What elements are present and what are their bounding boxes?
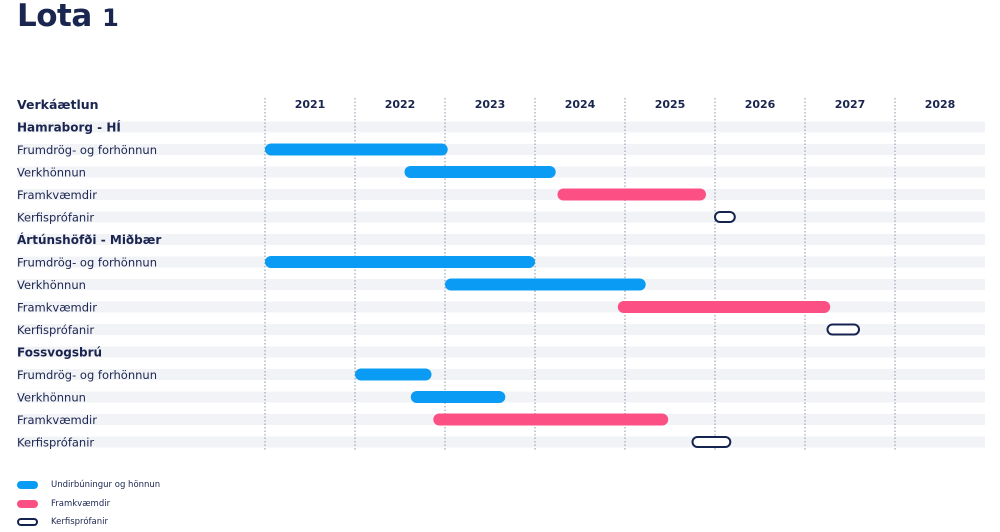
task-label: Frumdrög- og forhönnun bbox=[17, 256, 157, 270]
row-stripe bbox=[17, 144, 985, 155]
task-label: Verkhönnun bbox=[17, 166, 86, 180]
legend-item-design: Undirbúningur og hönnun bbox=[17, 476, 160, 495]
legend-swatch-construction bbox=[17, 499, 38, 508]
row-stripe bbox=[17, 234, 985, 245]
bar-construction bbox=[617, 301, 831, 313]
group-label: Ártúnshöfði - Miðbær bbox=[17, 232, 161, 247]
task-label: Kerfisprófanir bbox=[17, 323, 94, 337]
legend-label-testing: Kerfisprófanir bbox=[51, 517, 109, 528]
task-label: Verkhönnun bbox=[17, 391, 86, 405]
legend-swatch-testing bbox=[17, 518, 38, 527]
row-stripe bbox=[17, 121, 985, 133]
page-title: Lota 1 bbox=[17, 0, 119, 34]
title-number: 1 bbox=[102, 4, 119, 32]
bar-design bbox=[265, 143, 448, 156]
task-label: Verkhönnun bbox=[17, 278, 86, 292]
gantt-chart: Verkáætlun 2021 2022 2023 2024 2025 2026 2027 20… bbox=[17, 97, 985, 450]
year-label: 2025 bbox=[655, 98, 686, 111]
year-label: 2027 bbox=[835, 98, 866, 111]
bar-design bbox=[265, 256, 535, 268]
year-label: 2023 bbox=[475, 98, 506, 111]
legend-swatch-design bbox=[17, 481, 38, 490]
bar-testing bbox=[714, 211, 736, 223]
legend: Undirbúningur og hönnun Framkvæmdir Kerf… bbox=[17, 476, 160, 532]
row-stripe bbox=[17, 436, 985, 448]
year-label: 2028 bbox=[925, 98, 956, 111]
task-label: Frumdrög- og forhönnun bbox=[17, 368, 157, 382]
task-label: Kerfisprófanir bbox=[17, 211, 94, 225]
legend-item-testing: Kerfisprófanir bbox=[17, 513, 160, 532]
task-label: Kerfisprófanir bbox=[17, 436, 94, 450]
bar-construction bbox=[557, 188, 706, 201]
group-label: Hamraborg - HÍ bbox=[17, 120, 121, 135]
task-label: Framkvæmdir bbox=[17, 301, 97, 315]
legend-label-design: Undirbúningur og hönnun bbox=[51, 480, 161, 491]
year-label: 2026 bbox=[745, 98, 776, 111]
bar-design bbox=[404, 166, 556, 178]
bar-testing bbox=[691, 436, 732, 448]
bar-design bbox=[355, 368, 432, 381]
title-text: Lota bbox=[17, 0, 92, 34]
header-label: Verkáætlun bbox=[17, 97, 99, 112]
row-stripe bbox=[17, 369, 985, 380]
row-stripe bbox=[17, 189, 985, 200]
group-label: Fossvogsbrú bbox=[17, 346, 102, 360]
legend-label-construction: Framkvæmdir bbox=[51, 498, 111, 509]
bar-testing bbox=[826, 323, 860, 336]
row-stripe bbox=[17, 301, 985, 313]
year-label: 2024 bbox=[565, 98, 596, 111]
bar-design bbox=[445, 278, 646, 291]
year-label: 2022 bbox=[385, 98, 416, 111]
bar-design bbox=[410, 391, 506, 403]
row-stripe bbox=[17, 324, 985, 335]
bar-construction bbox=[433, 413, 669, 426]
year-label: 2021 bbox=[295, 98, 326, 111]
task-label: Framkvæmdir bbox=[17, 413, 97, 427]
legend-item-construction: Framkvæmdir bbox=[17, 495, 160, 514]
task-label: Framkvæmdir bbox=[17, 188, 97, 202]
row-stripe bbox=[17, 211, 985, 223]
row-stripe bbox=[17, 346, 985, 358]
task-label: Frumdrög- og forhönnun bbox=[17, 143, 157, 157]
